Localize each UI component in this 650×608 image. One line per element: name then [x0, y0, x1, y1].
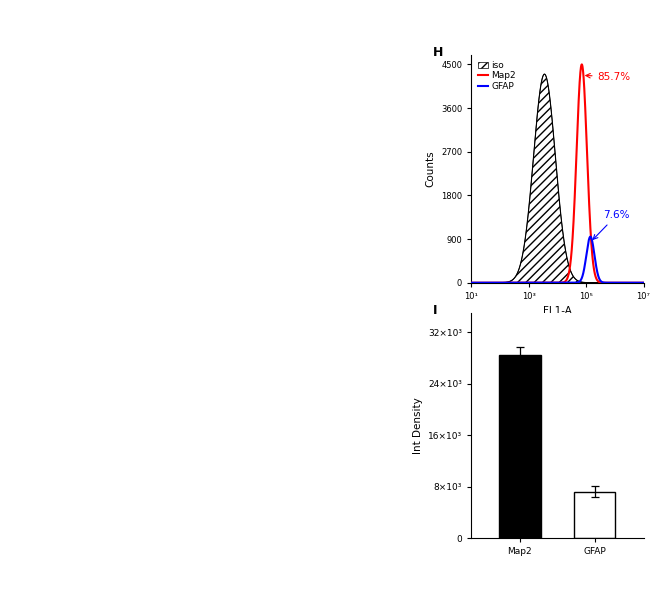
Text: Neurosphere>Neurosphederm>homogenous Neurons: Neurosphere>Neurosphederm>homogenous Neu… — [296, 18, 578, 28]
Y-axis label: Counts: Counts — [425, 150, 436, 187]
Text: I: I — [434, 304, 438, 317]
Text: C: C — [8, 445, 18, 458]
Text: A: A — [8, 74, 18, 88]
Text: G: G — [469, 417, 479, 430]
Text: E: E — [220, 265, 228, 278]
Text: 85.7%: 85.7% — [586, 72, 630, 81]
Text: Neurosphere clump culture: Neurosphere clump culture — [41, 18, 183, 28]
Text: H: H — [434, 46, 444, 58]
Legend: iso, Map2, GFAP: iso, Map2, GFAP — [476, 59, 517, 92]
Y-axis label: Int Density: Int Density — [413, 397, 422, 454]
Text: 7.6%: 7.6% — [593, 210, 630, 240]
Text: D: D — [220, 74, 229, 88]
X-axis label: FL1-A: FL1-A — [543, 306, 572, 316]
Bar — [574, 492, 616, 538]
Text: F: F — [220, 445, 228, 458]
Bar — [499, 355, 541, 538]
Text: B: B — [8, 265, 18, 278]
